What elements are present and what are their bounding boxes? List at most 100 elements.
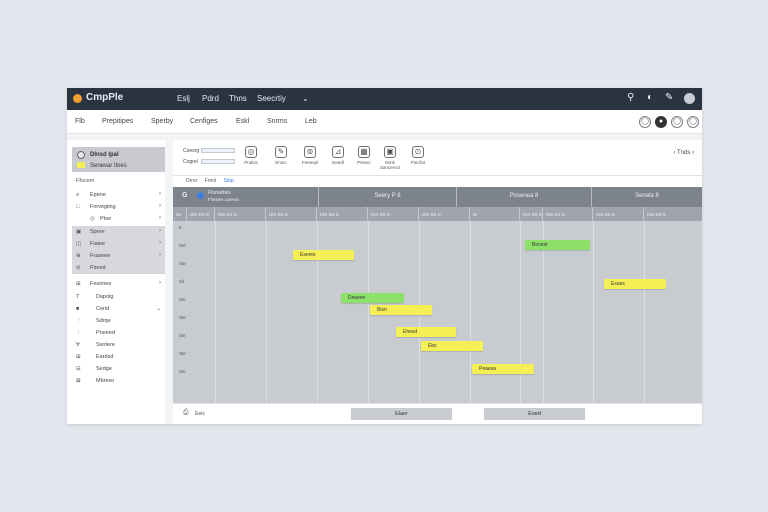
text-icon: T (76, 294, 80, 300)
sidebar-item-fraseee[interactable]: ⊕ Fraseee › (72, 250, 165, 262)
tool-pistecr[interactable]: ▦ Pistecr (350, 146, 378, 165)
calendar-icon: ▣ (384, 146, 396, 158)
calendar-grid: G Ftonwlnes Flinsiee Lweosr Seery P 8 Po… (173, 187, 702, 403)
calendar-event[interactable]: Peaesa (472, 364, 534, 374)
sidebar-item-dapolg[interactable]: T Dapolg (72, 291, 165, 303)
menu-item-eskl[interactable]: Eskl (236, 118, 250, 125)
calendar-event[interactable]: Dnseee (341, 293, 404, 303)
calendar-event[interactable]: Bonest (525, 240, 590, 250)
footer-button-1[interactable]: Elaer (351, 408, 452, 420)
circle-button-3[interactable]: ◯ (687, 116, 699, 128)
moon-icon[interactable]: ◐ (647, 92, 654, 103)
sidebar-item-sedge[interactable]: ⊟ Sedge (72, 363, 165, 375)
circle-button-2[interactable]: ◯ (671, 116, 683, 128)
wrench-icon[interactable]: ✎ (665, 92, 674, 103)
main-panel: Coesrg Cogrel ◎ Pndsis ✎ Ensrc ⊚ Feeespl… (173, 140, 702, 424)
sidebar-item-label: Dapolg (96, 294, 114, 300)
subheader-3: ISS SS S (266, 207, 317, 221)
footer-button-2[interactable]: Eoed (484, 408, 585, 420)
pager-label: Tnds (676, 150, 691, 156)
toolbar: Coesrg Cogrel ◎ Pndsis ✎ Ensrc ⊚ Feeespl… (173, 140, 702, 176)
sidebar-item-fiaiee[interactable]: ◫ Fiaiee › (72, 238, 165, 250)
sidebar-item-pzeed[interactable]: ⊘ Pzeed (72, 262, 165, 274)
sidebar-item-eardsd[interactable]: ⊞ Eardsd (72, 351, 165, 363)
titlebar-menu-2[interactable]: Pdrd (202, 94, 219, 103)
subheader-9: ISS SS S (543, 207, 593, 221)
tool-feeespl[interactable]: ⊚ Feeespl (296, 146, 324, 165)
calendar-event[interactable]: Ehesd (396, 327, 456, 337)
grid-line (520, 221, 521, 403)
sidebar-section-2-row[interactable]: ⊞ Fesonee › (72, 278, 165, 290)
sidebar-item-label: Spere (90, 229, 105, 235)
tool-eeedl[interactable]: ⊿ Eeedl (324, 146, 352, 165)
menu-item-configs[interactable]: Cenfiges (190, 118, 218, 125)
sidebar-item-ptse[interactable]: ◎ Ptse › (72, 213, 165, 225)
tool-ftecllot[interactable]: ⊙ Ftecllot (404, 146, 432, 165)
subheader-0: Sx (173, 207, 187, 221)
disc-icon: ⊚ (304, 146, 316, 158)
menu-item-leb[interactable]: Leb (305, 118, 317, 125)
view-option-1[interactable]: Drrer (186, 178, 198, 184)
titlebar-menu-4[interactable]: Seecrtiy (257, 94, 286, 103)
day-header-3[interactable]: Senela 8 (592, 187, 702, 207)
shape-icon: ⊿ (332, 146, 344, 158)
grid-icon: ▦ (358, 146, 370, 158)
titlebar-menu-1[interactable]: Eslj (177, 94, 190, 103)
calendar-event[interactable]: Eseres (293, 250, 354, 260)
chevron-down-icon: ⌄ (155, 306, 161, 312)
document-icon[interactable]: ⎙ (183, 409, 189, 416)
search-icon[interactable]: ⚲ (627, 92, 635, 103)
pager[interactable]: ‹ Tnds › (673, 150, 694, 156)
chevron-right-icon[interactable]: › (692, 150, 694, 156)
view-toggle: Drrer Frnol Stop (186, 178, 240, 184)
sidebar-item-cerid[interactable]: ■ Cerid ⌄ (72, 303, 165, 315)
view-option-2[interactable]: Frnol (204, 178, 217, 184)
text-field-1[interactable] (201, 148, 235, 153)
grid-line (644, 221, 645, 403)
sidebar-item-label: Epene (90, 192, 106, 198)
tool-ensrc[interactable]: ✎ Ensrc (267, 146, 295, 165)
menu-item-sperby[interactable]: Sperby (151, 118, 174, 125)
view-option-3[interactable]: Stop (223, 178, 234, 184)
sidebar-item-label: Sedge (96, 366, 112, 372)
grid-line (470, 221, 471, 403)
pin-icon: ⊙ (412, 146, 424, 158)
square-icon: □ (76, 204, 80, 210)
tool-pndsis[interactable]: ◎ Pndsis (237, 146, 265, 165)
corner-title: Ftonwlnes (208, 190, 231, 196)
text-field-2[interactable] (201, 159, 235, 164)
chevron-right-icon: › (159, 280, 161, 286)
day-header-2[interactable]: Posenea 8 (457, 187, 592, 207)
box-icon: ▣ (76, 229, 82, 235)
filter-icon: ∀ (76, 342, 80, 348)
grid-corner: G Ftonwlnes Flinsiee Lweosr (173, 187, 319, 207)
chevron-right-icon: › (159, 191, 161, 197)
record-button[interactable]: ● (655, 116, 667, 128)
time-label: Sei (179, 369, 186, 374)
chevron-down-icon[interactable]: ⌄ (302, 94, 309, 103)
sidebar-item-sdrqe[interactable]: ⋮ Sdrqe (72, 315, 165, 327)
calendar-event[interactable]: Esaes (604, 279, 666, 289)
menu-item-snrms[interactable]: Snrms (267, 118, 288, 125)
sidebar-section-1: Ffocem (76, 178, 95, 184)
tool-itenk[interactable]: ▣ Itenk Sancernct (376, 146, 404, 170)
chevron-left-icon[interactable]: ‹ (673, 150, 677, 156)
sidebar-item-epene[interactable]: ≡ Epene › (72, 189, 165, 201)
sidebar-item-pneeed[interactable]: ⋮ Pneeed (72, 327, 165, 339)
avatar[interactable] (684, 93, 695, 104)
menu-item-properties[interactable]: Prepitipes (102, 118, 134, 125)
sidebar-item-ssntere[interactable]: ∀ Ssntere (72, 339, 165, 351)
time-label: Ste (179, 351, 186, 356)
sidebar-section-2: Fesonee (90, 281, 112, 287)
sidebar-item-fnrvegiing[interactable]: □ Fnrvegiing › (72, 201, 165, 213)
sidebar-item-spere[interactable]: ▣ Spere › (72, 226, 165, 238)
circle-button-1[interactable]: ◯ (639, 116, 651, 128)
menu-item-file[interactable]: Flb (75, 118, 85, 125)
sidebar-item-mbreso[interactable]: ⊠ Mbreso (72, 375, 165, 387)
titlebar-menu-3[interactable]: Thns (229, 94, 247, 103)
day-header-1[interactable]: Seery P 8 (319, 187, 457, 207)
chevron-right-icon: › (159, 228, 161, 234)
calendar-event[interactable]: Ebs (421, 341, 483, 351)
sidebar-header[interactable]: Dlnsd Ipal Senevar Iloes (72, 147, 165, 172)
calendar-event[interactable]: Bisn (370, 305, 432, 315)
